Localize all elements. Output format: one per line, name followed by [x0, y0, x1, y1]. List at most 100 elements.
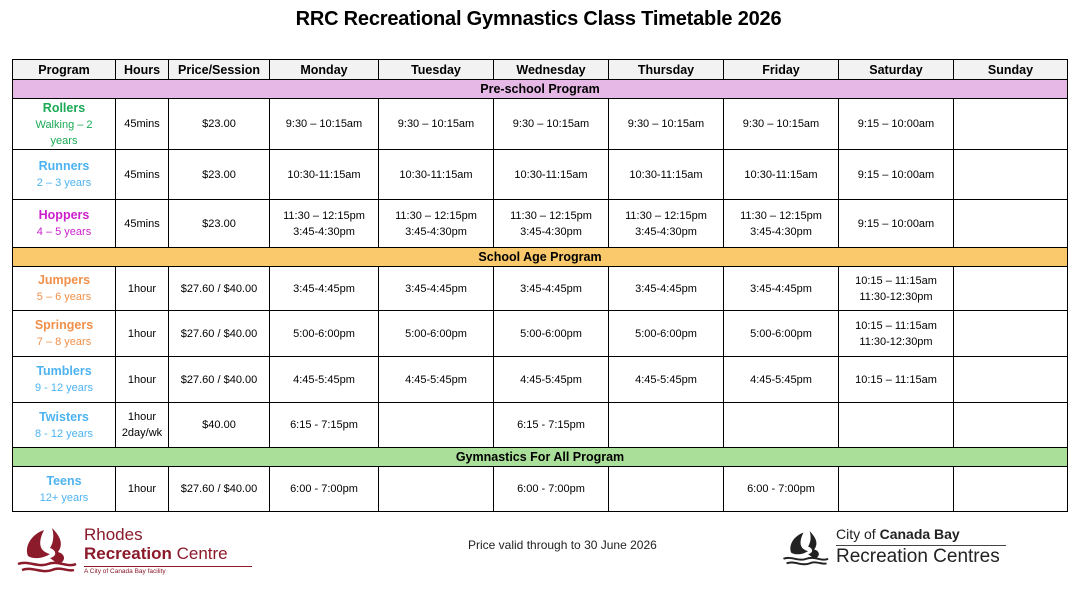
- session-time: 3:45-4:45pm: [520, 282, 582, 295]
- session-cell-thursday: 5:00-6:00pm: [608, 310, 724, 357]
- session-cell-wednesday: 10:30-11:15am: [493, 149, 609, 200]
- session-cell-saturday: [838, 466, 954, 512]
- program-name: Jumpers: [37, 273, 91, 287]
- section-label: School Age Program: [12, 247, 1068, 267]
- table-row: Twisters 8 - 12 years 1hour 2day/wk $40.00 6:…: [12, 402, 1068, 448]
- session-time: 10:30-11:15am: [744, 168, 818, 181]
- session-time: 3:45-4:30pm: [750, 225, 812, 238]
- timetable: Program Hours Price/Session Monday Tuesd…: [12, 59, 1068, 512]
- session-cell-wednesday: 4:45-5:45pm: [493, 356, 609, 403]
- session-cell-sunday: [953, 402, 1068, 448]
- program-name: Twisters: [39, 409, 89, 424]
- section-label: Pre-school Program: [12, 79, 1068, 99]
- session-time: 9:30 – 10:15am: [397, 118, 475, 130]
- table-row: Springers 7 – 8 years 1hour $27.60 / $40.00…: [12, 310, 1068, 357]
- session-time: 10:15 – 11:15am: [855, 274, 937, 287]
- session-cell-friday: 10:30-11:15am: [723, 149, 839, 200]
- table-row: Rollers Walking – 2 years 45mins $23.00 9:30…: [12, 98, 1068, 150]
- hours-line: 2day/wk: [121, 427, 163, 439]
- logo-right-line1: City of Canada Bay: [836, 526, 960, 542]
- program-name: Runners: [38, 159, 90, 173]
- hours-cell: 1hour: [115, 466, 169, 512]
- session-time: 3:45-4:30pm: [635, 225, 697, 238]
- session-time: 11:30 – 12:15pm: [625, 209, 707, 222]
- program-cell: Hoppers 4 – 5 years: [12, 199, 116, 248]
- session-time: 3:45-4:30pm: [405, 225, 467, 238]
- session-cell-monday: 5:00-6:00pm: [269, 310, 379, 357]
- session-time: 9:30 – 10:15am: [742, 118, 820, 130]
- session-time: 4:45-5:45pm: [293, 373, 355, 386]
- session-cell-friday: [723, 402, 839, 448]
- section-band: School Age Program: [12, 247, 1068, 267]
- session-time: 10:30-11:15am: [514, 168, 588, 181]
- logo-left-divider: [84, 566, 252, 567]
- price-cell: $27.60 / $40.00: [168, 356, 270, 403]
- col-header-friday: Friday: [723, 59, 839, 80]
- session-time: 9:15 – 10:00am: [857, 168, 935, 181]
- col-header-hours: Hours: [115, 59, 169, 80]
- program-name: Tumblers: [36, 364, 92, 378]
- session-cell-monday: 6:15 - 7:15pm: [269, 402, 379, 448]
- program-age: 2 – 3 years: [36, 177, 92, 189]
- session-time: 11:30 – 12:15pm: [740, 209, 822, 222]
- session-cell-sunday: [953, 310, 1068, 357]
- session-cell-thursday: 11:30 – 12:15pm 3:45-4:30pm: [608, 199, 724, 248]
- table-row: Runners 2 – 3 years 45mins $23.00 10:30-11:1…: [12, 149, 1068, 200]
- program-age: 7 – 8 years: [36, 336, 92, 348]
- session-time: 4:45-5:45pm: [520, 373, 582, 386]
- program-name: Springers: [34, 318, 94, 332]
- session-time: 10:30-11:15am: [629, 168, 703, 181]
- session-cell-monday: 6:00 - 7:00pm: [269, 466, 379, 512]
- logo-left-tagline: A City of Canada Bay facility: [84, 568, 166, 575]
- section-band: Pre-school Program: [12, 79, 1068, 99]
- hours-cell: 45mins: [115, 199, 169, 248]
- price-cell: $23.00: [168, 149, 270, 200]
- session-cell-wednesday: 6:15 - 7:15pm: [493, 402, 609, 448]
- rhodes-recreation-centre-logo: Rhodes Recreation Centre A City of Canad…: [14, 524, 252, 584]
- program-cell: Runners 2 – 3 years: [12, 149, 116, 200]
- session-time: 4:45-5:45pm: [405, 373, 467, 386]
- session-time: 6:00 - 7:00pm: [290, 483, 358, 495]
- program-cell: Rollers Walking – 2 years: [12, 98, 116, 150]
- session-time: 4:45-5:45pm: [750, 373, 812, 386]
- hours-cell: 1hour: [115, 310, 169, 357]
- session-cell-monday: 11:30 – 12:15pm 3:45-4:30pm: [269, 199, 379, 248]
- session-cell-sunday: [953, 266, 1068, 311]
- price-cell: $27.60 / $40.00: [168, 466, 270, 512]
- session-cell-friday: 9:30 – 10:15am: [723, 98, 839, 150]
- session-time: 11:30-12:30pm: [859, 335, 933, 348]
- session-time: 6:00 - 7:00pm: [747, 483, 815, 495]
- session-time: 10:15 – 11:15am: [855, 373, 937, 386]
- session-cell-friday: 3:45-4:45pm: [723, 266, 839, 311]
- session-cell-tuesday: 11:30 – 12:15pm 3:45-4:30pm: [378, 199, 494, 248]
- session-time: 9:30 – 10:15am: [285, 118, 363, 130]
- col-header-thursday: Thursday: [608, 59, 724, 80]
- price-cell: $23.00: [168, 98, 270, 150]
- page-title: RRC Recreational Gymnastics Class Timeta…: [295, 8, 782, 30]
- program-age: 5 – 6 years: [36, 291, 92, 303]
- timetable-body: Pre-school Program Rollers Walking – 2 yea…: [12, 79, 1068, 512]
- price-cell: $23.00: [168, 199, 270, 248]
- session-cell-tuesday: 3:45-4:45pm: [378, 266, 494, 311]
- session-time: 6:00 - 7:00pm: [517, 483, 585, 495]
- program-name: Hoppers: [38, 208, 90, 222]
- program-cell: Jumpers 5 – 6 years: [12, 266, 116, 311]
- program-age: 9 - 12 years: [34, 382, 94, 394]
- session-cell-friday: 5:00-6:00pm: [723, 310, 839, 357]
- session-time: 9:30 – 10:15am: [627, 118, 705, 130]
- col-header-monday: Monday: [269, 59, 379, 80]
- session-cell-saturday: 9:15 – 10:00am: [838, 149, 954, 200]
- sail-waves-logo-icon: [17, 528, 77, 573]
- session-cell-wednesday: 6:00 - 7:00pm: [493, 466, 609, 512]
- session-cell-tuesday: 5:00-6:00pm: [378, 310, 494, 357]
- session-cell-tuesday: 10:30-11:15am: [378, 149, 494, 200]
- session-cell-tuesday: 9:30 – 10:15am: [378, 98, 494, 150]
- logo-left-line2: Recreation Centre: [84, 544, 228, 563]
- session-cell-monday: 10:30-11:15am: [269, 149, 379, 200]
- session-time: 10:30-11:15am: [287, 168, 361, 181]
- session-time: 3:45-4:30pm: [293, 225, 355, 238]
- hours-cell: 1hour 2day/wk: [115, 402, 169, 448]
- session-cell-friday: 4:45-5:45pm: [723, 356, 839, 403]
- col-header-program: Program: [12, 59, 116, 80]
- session-time: 9:30 – 10:15am: [512, 118, 590, 130]
